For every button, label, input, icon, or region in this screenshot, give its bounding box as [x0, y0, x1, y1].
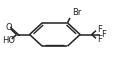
Text: F: F: [97, 25, 102, 34]
Text: F: F: [97, 35, 102, 44]
Text: Br: Br: [72, 8, 81, 17]
Text: O: O: [5, 23, 12, 32]
Text: F: F: [101, 30, 106, 39]
Text: HO: HO: [2, 36, 15, 45]
